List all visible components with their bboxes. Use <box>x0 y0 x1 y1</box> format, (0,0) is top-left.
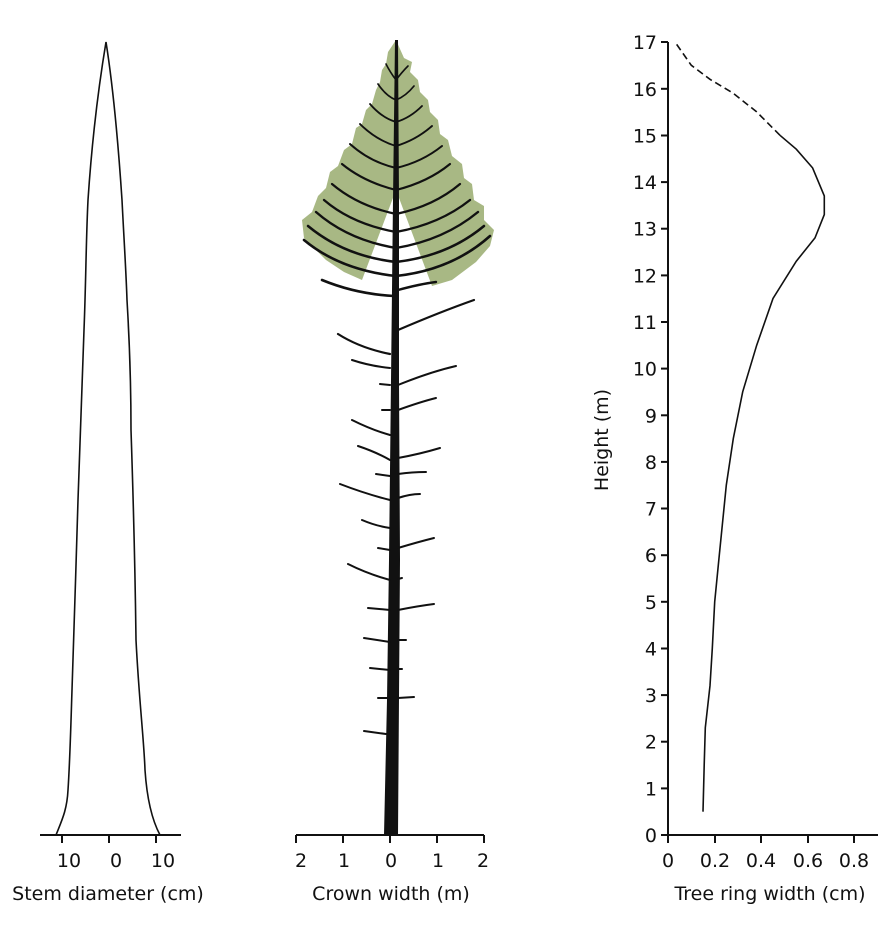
crown-tick-label: 2 <box>477 850 489 872</box>
svg-text:15: 15 <box>633 126 657 148</box>
ring-x-axis-title: Tree ring width (cm) <box>673 883 865 905</box>
ring-width-line-solid <box>702 134 826 812</box>
ring-width-line-dashed <box>674 41 781 136</box>
svg-text:11: 11 <box>633 312 657 334</box>
svg-text:10: 10 <box>633 359 657 381</box>
ring-x-ticks <box>667 835 855 843</box>
svg-text:3: 3 <box>645 685 657 707</box>
ring-x-tick-label: 0.2 <box>700 850 730 872</box>
svg-text:6: 6 <box>645 545 657 567</box>
svg-text:9: 9 <box>645 405 657 427</box>
svg-text:17: 17 <box>633 32 657 54</box>
stem-profile-outline <box>55 41 161 836</box>
svg-text:2: 2 <box>645 732 657 754</box>
stem-tick-label: 0 <box>110 850 122 872</box>
crown-width-panel: 2 1 0 1 2 Crown width (m) <box>295 40 494 905</box>
ring-y-ticks <box>661 41 668 836</box>
svg-text:13: 13 <box>633 219 657 241</box>
crown-tick-label: 2 <box>295 850 307 872</box>
crown-tick-label: 1 <box>338 850 350 872</box>
stem-x-axis-title: Stem diameter (cm) <box>12 883 204 905</box>
ring-x-tick-label: 0 <box>662 850 674 872</box>
svg-text:16: 16 <box>633 79 657 101</box>
svg-text:8: 8 <box>645 452 657 474</box>
ring-x-tick-label: 0.4 <box>746 850 776 872</box>
stem-tick-label: 10 <box>151 850 175 872</box>
svg-text:14: 14 <box>633 172 657 194</box>
svg-text:0: 0 <box>645 825 657 847</box>
ring-width-panel: 0 1 2 3 4 5 6 7 8 9 10 11 12 13 14 15 16… <box>591 32 878 905</box>
crown-tick-label: 0 <box>385 850 397 872</box>
svg-text:12: 12 <box>633 265 657 287</box>
branch-whorls <box>302 63 492 735</box>
ring-y-tick-labels: 0 1 2 3 4 5 6 7 8 9 10 11 12 13 14 15 16… <box>633 32 657 847</box>
stem-diameter-panel: 10 0 10 Stem diameter (cm) <box>12 41 204 905</box>
crown-tick-label: 1 <box>432 850 444 872</box>
crown-x-axis-title: Crown width (m) <box>312 883 470 905</box>
svg-text:5: 5 <box>645 592 657 614</box>
stem-tick-label: 10 <box>57 850 81 872</box>
ring-x-tick-label: 0.8 <box>839 850 869 872</box>
svg-text:7: 7 <box>645 499 657 521</box>
trunk <box>384 40 400 835</box>
ring-x-tick-label: 0.6 <box>793 850 823 872</box>
svg-text:4: 4 <box>645 639 657 661</box>
ring-y-axis-title: Height (m) <box>591 389 613 491</box>
svg-text:1: 1 <box>645 778 657 800</box>
